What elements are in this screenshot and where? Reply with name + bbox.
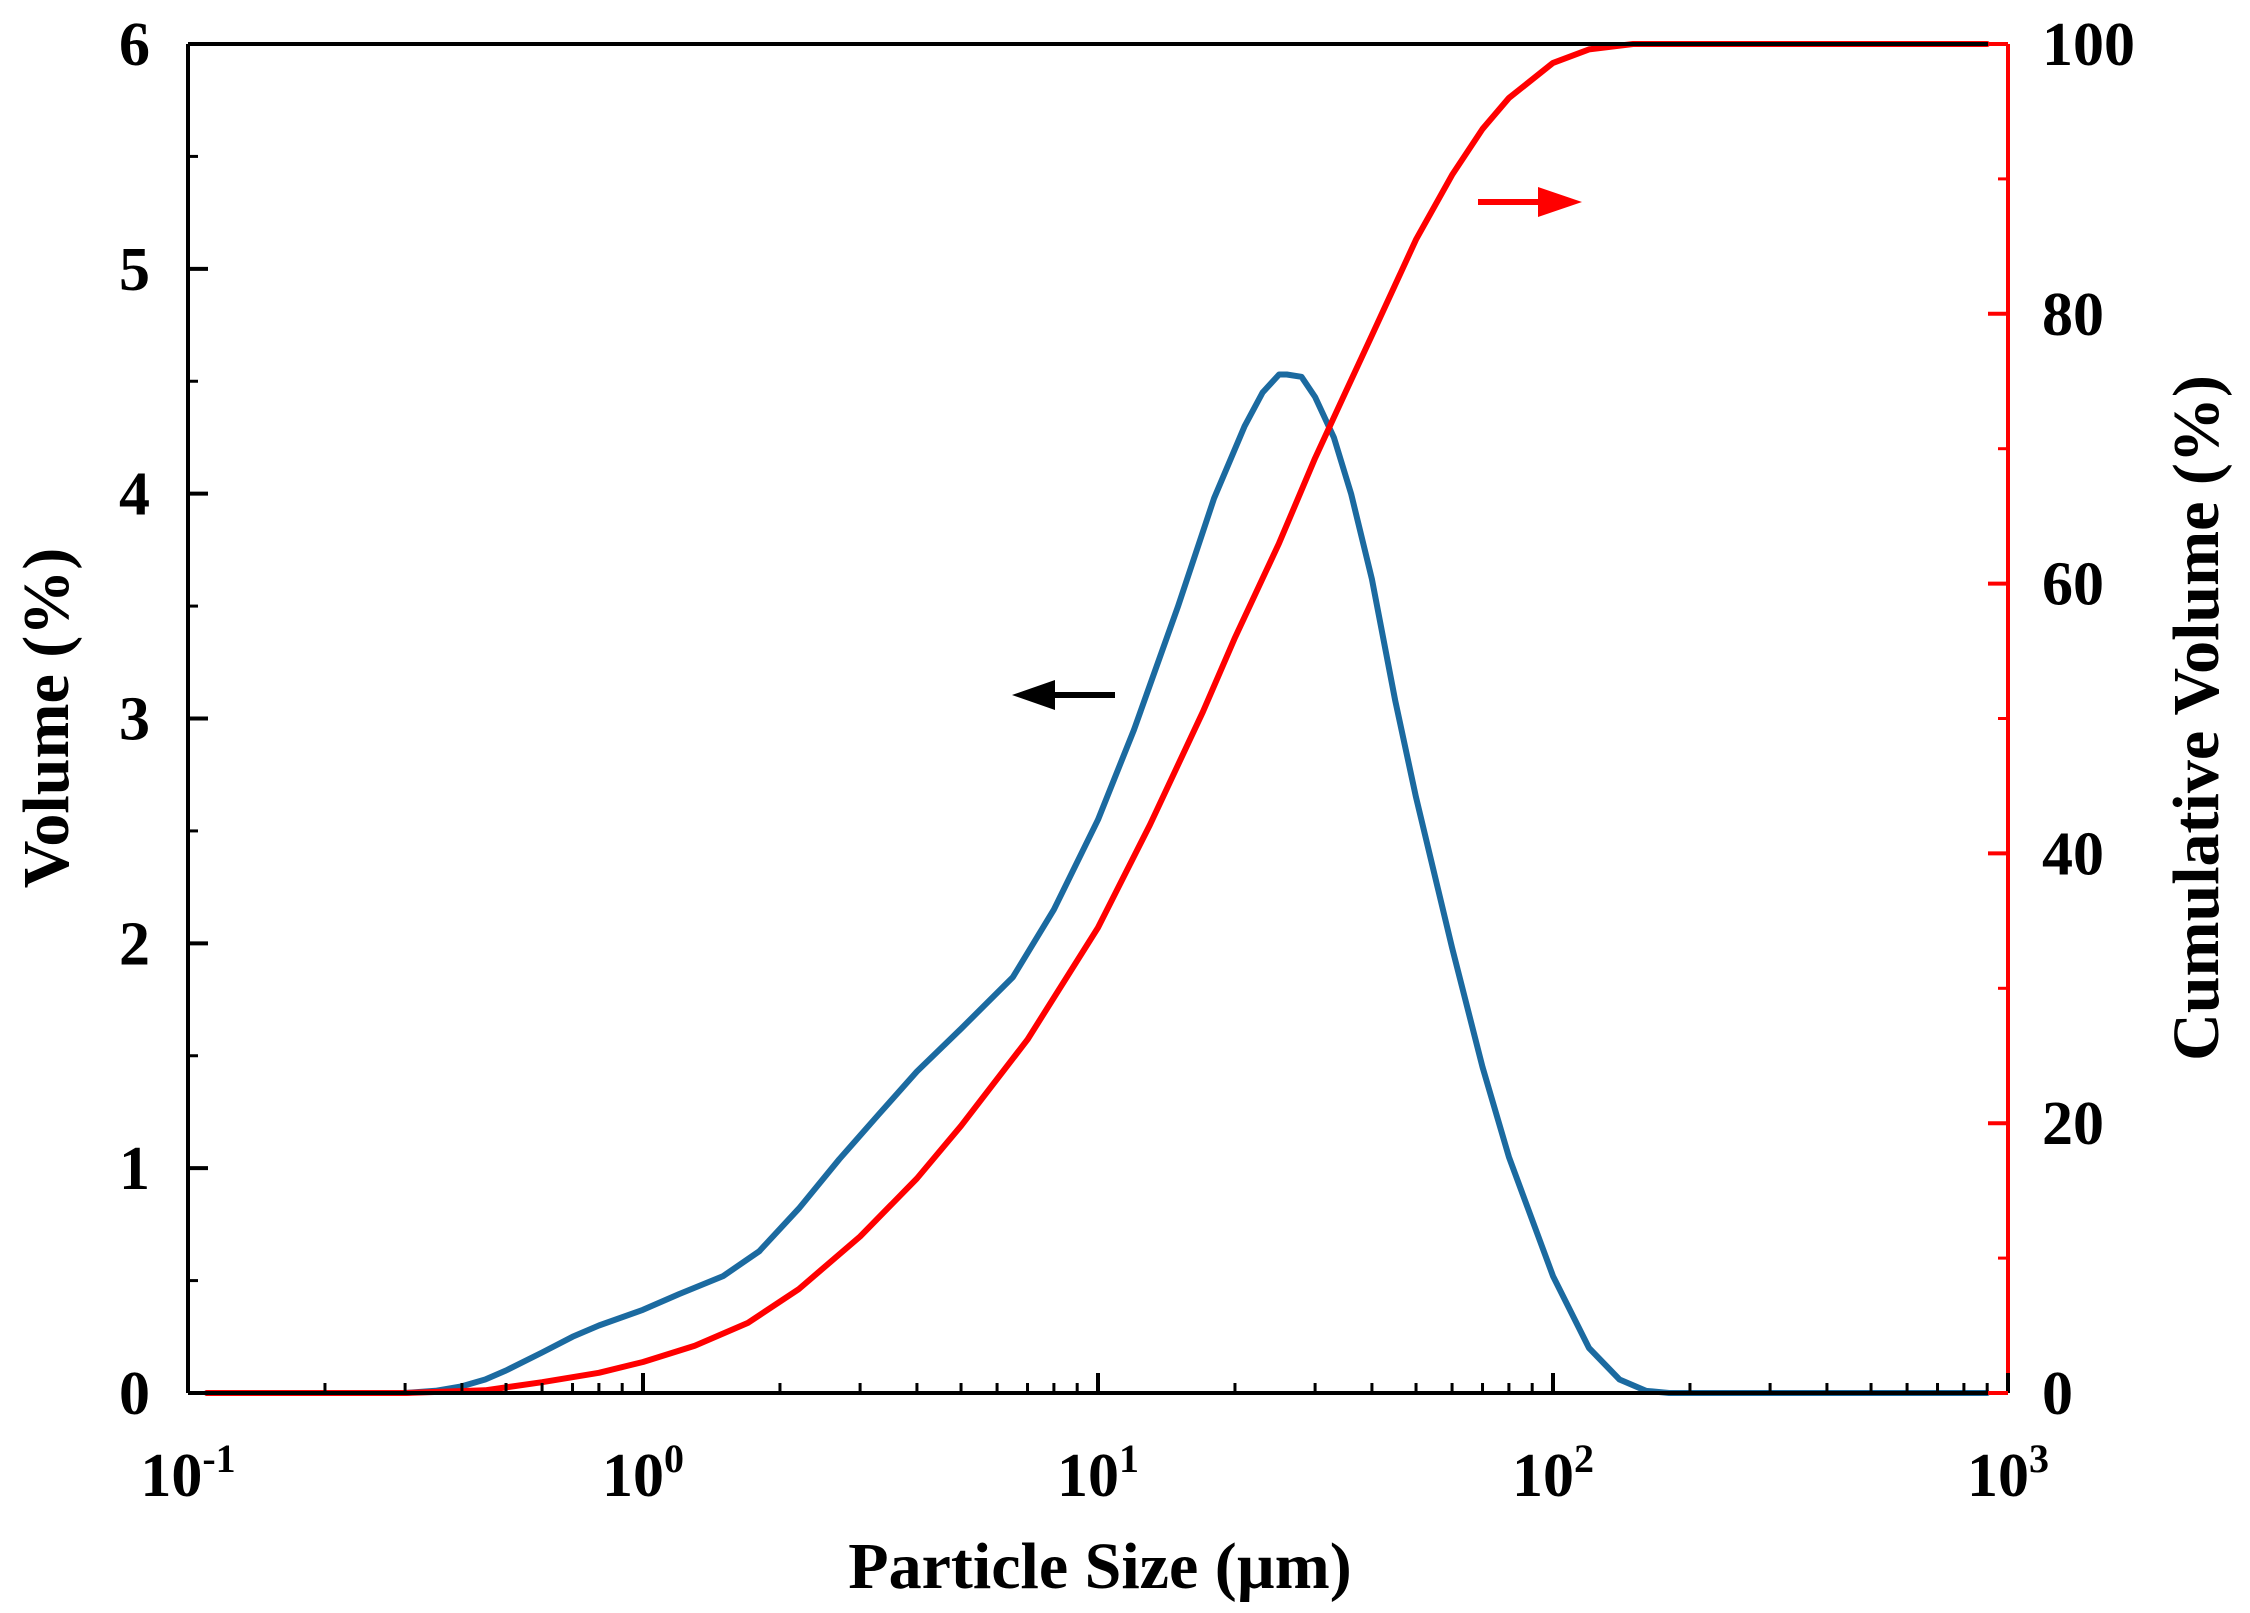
y-right-tick-label: 40 <box>2042 820 2104 888</box>
y-right-tick-label: 0 <box>2042 1360 2073 1428</box>
volume-line <box>203 371 1991 1396</box>
y-left-tick-label: 4 <box>119 461 150 529</box>
y-left-tick-label: 6 <box>119 11 150 79</box>
x-tick-label: 102 <box>1512 1436 1594 1510</box>
y-left-tick-label: 5 <box>119 236 150 304</box>
y-left-tick-label: 1 <box>119 1135 150 1203</box>
y-left-tick-label: 3 <box>119 686 150 754</box>
cumulative-volume-line <box>203 41 1991 1396</box>
x-tick-label: 103 <box>1967 1436 2049 1510</box>
y-right-tick-label: 80 <box>2042 281 2104 349</box>
y-right-tick-label: 60 <box>2042 551 2104 619</box>
cumulative-arrow-annotation <box>1478 187 1582 217</box>
y-left-tick-label: 2 <box>119 910 150 978</box>
x-axis-title: Particle Size (µm) <box>848 1530 1351 1603</box>
y-right-tick-label: 20 <box>2042 1090 2104 1158</box>
series-layer <box>203 41 1991 1396</box>
x-tick-label: 10-1 <box>140 1436 235 1510</box>
x-tick-label: 100 <box>602 1436 684 1510</box>
volume-arrow-annotation <box>1012 680 1115 710</box>
cumulative-arrow-head <box>1538 187 1582 217</box>
x-tick-label: 101 <box>1057 1436 1139 1510</box>
y-right-tick-label: 100 <box>2042 11 2135 79</box>
y-axis-left-title: Volume (%) <box>10 548 83 888</box>
y-axis-right-title: Cumulative Volume (%) <box>2160 375 2233 1061</box>
y-left-tick-label: 0 <box>119 1360 150 1428</box>
volume-arrow-head <box>1012 680 1055 710</box>
